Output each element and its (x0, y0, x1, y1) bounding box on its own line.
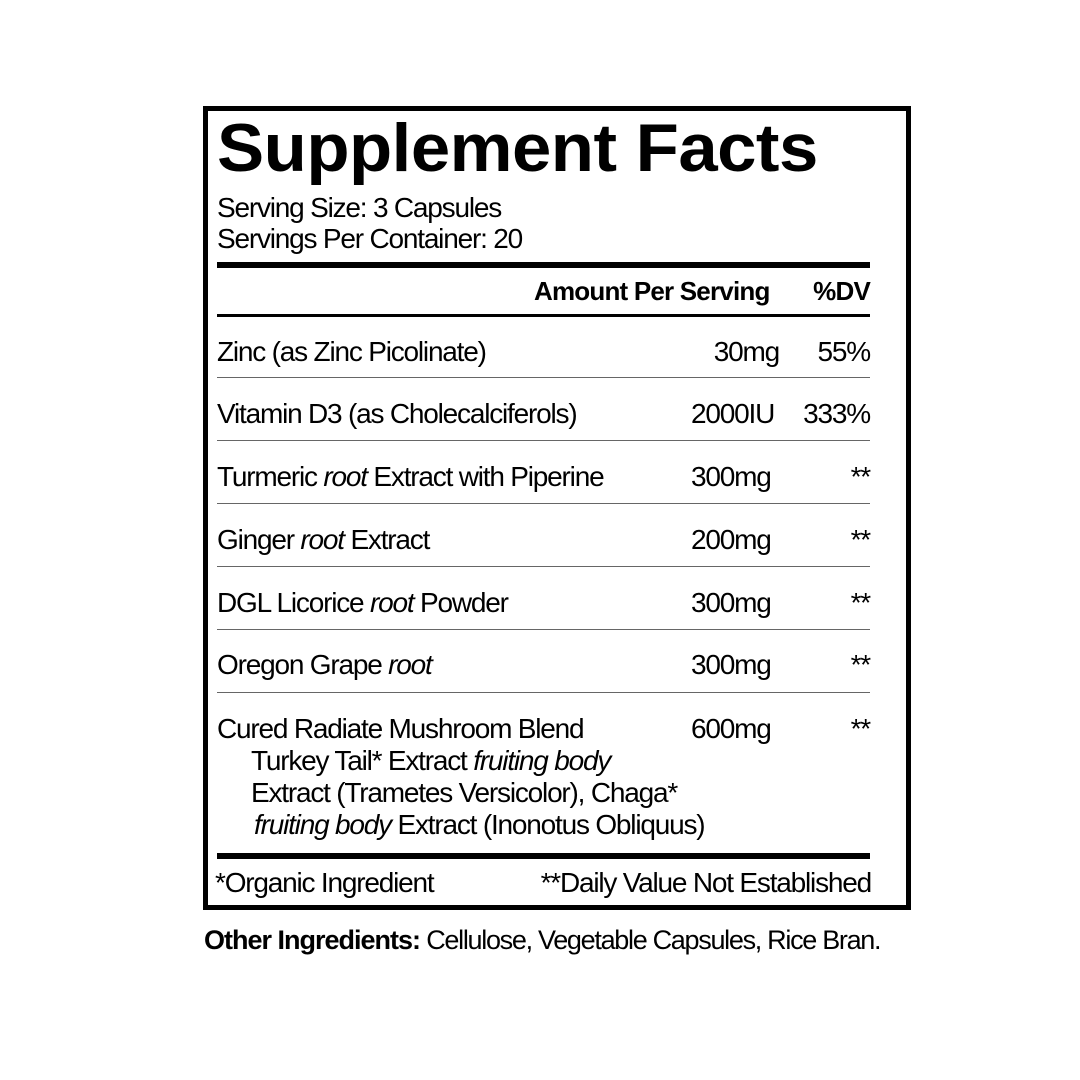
header-dv: %DV (813, 276, 871, 306)
nutrient-amount: 200mg (691, 524, 772, 555)
nutrient-name: Vitamin D3 (as Cholecalciferols) (217, 398, 578, 429)
thick-divider (217, 262, 870, 268)
footnote-dv: **Daily Value Not Established (540, 867, 873, 898)
row-divider (217, 566, 870, 567)
header-divider (217, 314, 870, 317)
other-ingredients: Other Ingredients: Cellulose, Vegetable … (204, 925, 882, 955)
nutrient-name: Cured Radiate Mushroom Blend (217, 713, 585, 744)
footnote-organic: *Organic Ingredient (215, 867, 435, 898)
other-ingredients-label: Other Ingredients: (204, 925, 421, 955)
nutrient-dv: 333% (803, 398, 871, 429)
blend-detail-line: Extract (Trametes Versicolor), Chaga* (251, 777, 678, 808)
nutrient-dv: ** (850, 713, 872, 744)
nutrient-amount: 300mg (691, 587, 772, 618)
blend-detail-line: Turkey Tail* Extract fruiting body (251, 745, 611, 776)
serving-size: Serving Size: 3 Capsules (217, 192, 502, 223)
nutrient-name: Turmeric root Extract with Piperine (217, 461, 605, 492)
header-amount: Amount Per Serving (534, 276, 770, 306)
nutrient-amount: 600mg (691, 713, 772, 744)
nutrient-name: Oregon Grape root (217, 649, 433, 680)
nutrient-dv: ** (850, 649, 872, 680)
row-divider (217, 629, 870, 630)
panel-title: Supplement Facts (217, 110, 818, 186)
nutrient-amount: 2000IU (691, 398, 775, 429)
nutrient-amount: 30mg (713, 336, 780, 367)
other-ingredients-value: Cellulose, Vegetable Capsules, Rice Bran… (420, 925, 881, 955)
row-divider (217, 692, 870, 693)
row-divider (217, 503, 870, 504)
nutrient-dv: 55% (817, 336, 872, 367)
nutrient-dv: ** (850, 524, 872, 555)
row-divider (217, 377, 870, 378)
nutrient-name: DGL Licorice root Powder (217, 587, 509, 618)
nutrient-name: Zinc (as Zinc Picolinate) (217, 336, 487, 367)
blend-detail-line: fruiting body Extract (Inonotus Obliquus… (254, 809, 706, 840)
nutrient-dv: ** (850, 587, 872, 618)
nutrient-amount: 300mg (691, 461, 772, 492)
nutrient-name: Ginger root Extract (217, 524, 430, 555)
row-divider (217, 440, 870, 441)
nutrient-dv: ** (850, 461, 872, 492)
thick-divider (217, 853, 870, 859)
supplement-facts-panel (203, 106, 911, 910)
nutrient-amount: 300mg (691, 649, 772, 680)
servings-per-container: Servings Per Container: 20 (217, 223, 523, 254)
